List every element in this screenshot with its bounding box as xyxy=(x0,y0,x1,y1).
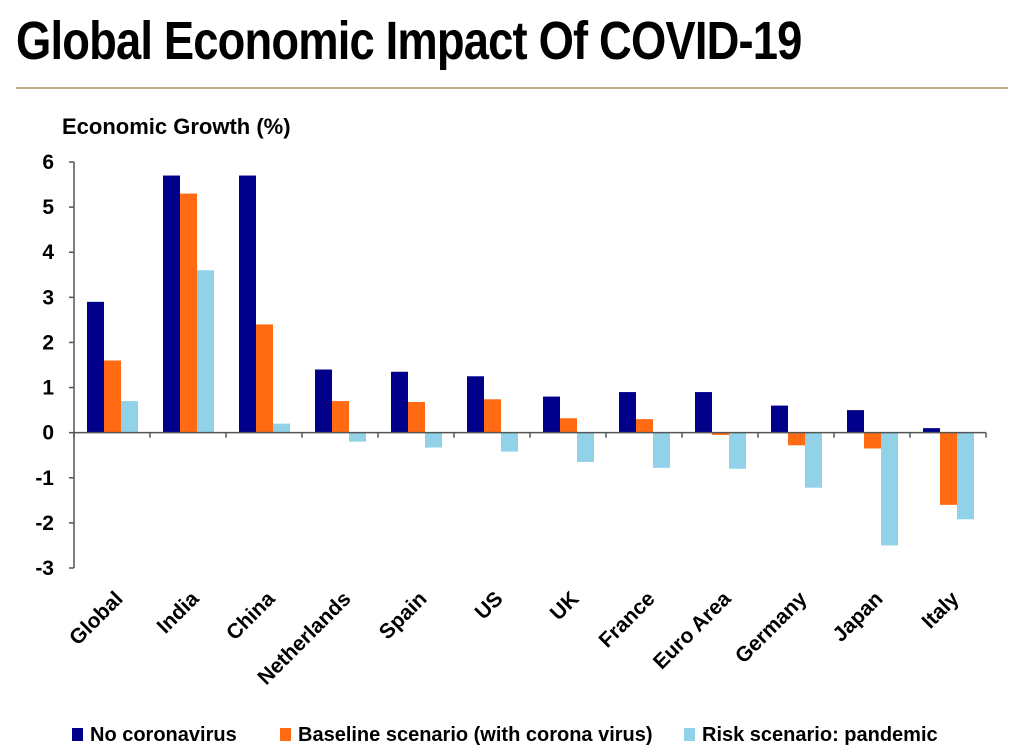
bar-netherlands-series-2 xyxy=(332,401,349,433)
y-tick-label: 6 xyxy=(42,151,54,174)
y-axis-ticks: 6 5 4 3 2 1 0 -1 -2 -3 xyxy=(35,151,74,580)
bar-netherlands-series-1 xyxy=(315,369,332,433)
bar-global-series-3 xyxy=(121,401,138,433)
bar-euro-area-series-1 xyxy=(695,392,712,433)
y-tick-label: -1 xyxy=(35,467,54,490)
x-tick-label: Euro Area xyxy=(649,587,736,674)
y-tick-label: 2 xyxy=(42,331,54,354)
y-tick-label: -3 xyxy=(35,557,54,580)
bars-group xyxy=(87,175,974,546)
legend-label-series-3: Risk scenario: pandemic xyxy=(702,724,938,746)
bar-germany-series-3 xyxy=(805,432,822,488)
y-tick-label: -2 xyxy=(35,512,54,535)
x-tick-label: Spain xyxy=(375,587,432,644)
x-tick-label: Japan xyxy=(828,587,887,646)
bar-uk-series-1 xyxy=(543,396,560,433)
bar-us-series-3 xyxy=(501,432,518,452)
x-tick-label: India xyxy=(153,587,204,638)
legend-label-series-1: No coronavirus xyxy=(90,724,237,746)
y-tick-label: 3 xyxy=(42,286,54,309)
bar-netherlands-series-3 xyxy=(349,432,366,442)
bar-india-series-3 xyxy=(197,270,214,433)
bar-japan-series-3 xyxy=(881,432,898,546)
bar-us-series-2 xyxy=(484,399,501,433)
bar-france-series-1 xyxy=(619,392,636,433)
legend-swatch-series-2 xyxy=(280,728,291,741)
bar-italy-series-1 xyxy=(923,428,940,433)
bar-global-series-1 xyxy=(87,301,104,433)
bar-uk-series-3 xyxy=(577,432,594,462)
bar-china-series-3 xyxy=(273,423,290,433)
page-title: Global Economic Impact Of COVID-19 xyxy=(16,11,802,71)
bar-italy-series-2 xyxy=(940,432,957,505)
legend-swatch-series-1 xyxy=(72,728,83,741)
bar-uk-series-2 xyxy=(560,418,577,433)
legend-swatch-series-3 xyxy=(684,728,695,741)
bar-global-series-2 xyxy=(104,360,121,433)
y-axis-title: Economic Growth (%) xyxy=(62,114,291,139)
bar-us-series-1 xyxy=(467,376,484,433)
bar-spain-series-1 xyxy=(391,371,408,433)
bar-china-series-1 xyxy=(239,175,256,433)
y-tick-label: 0 xyxy=(42,422,54,445)
x-tick-label: Italy xyxy=(918,587,964,633)
x-tick-label: Global xyxy=(65,587,127,649)
bar-india-series-2 xyxy=(180,193,197,433)
x-tick-label: US xyxy=(471,587,508,624)
x-tick-label: France xyxy=(595,587,660,652)
bar-germany-series-1 xyxy=(771,405,788,433)
bar-germany-series-2 xyxy=(788,432,805,446)
axes-group xyxy=(73,162,987,568)
x-tick-label: China xyxy=(222,587,280,645)
bar-france-series-3 xyxy=(653,432,670,468)
title-divider xyxy=(16,87,1008,89)
bar-france-series-2 xyxy=(636,419,653,433)
x-tick-label: UK xyxy=(546,587,584,625)
bar-euro-area-series-3 xyxy=(729,432,746,469)
bar-china-series-2 xyxy=(256,324,273,433)
bar-spain-series-2 xyxy=(408,401,425,433)
bar-japan-series-1 xyxy=(847,410,864,433)
y-tick-label: 5 xyxy=(42,196,54,219)
bar-euro-area-series-2 xyxy=(712,432,729,435)
x-tick-label: Germany xyxy=(731,587,812,668)
y-tick-label: 1 xyxy=(42,377,54,400)
y-tick-label: 4 xyxy=(42,241,54,264)
bar-india-series-1 xyxy=(163,175,180,433)
legend-label-series-2: Baseline scenario (with corona virus) xyxy=(298,724,653,746)
bar-japan-series-2 xyxy=(864,432,881,449)
bar-spain-series-3 xyxy=(425,432,442,448)
bar-italy-series-3 xyxy=(957,432,974,520)
legend: No coronavirus Baseline scenario (with co… xyxy=(72,724,938,746)
